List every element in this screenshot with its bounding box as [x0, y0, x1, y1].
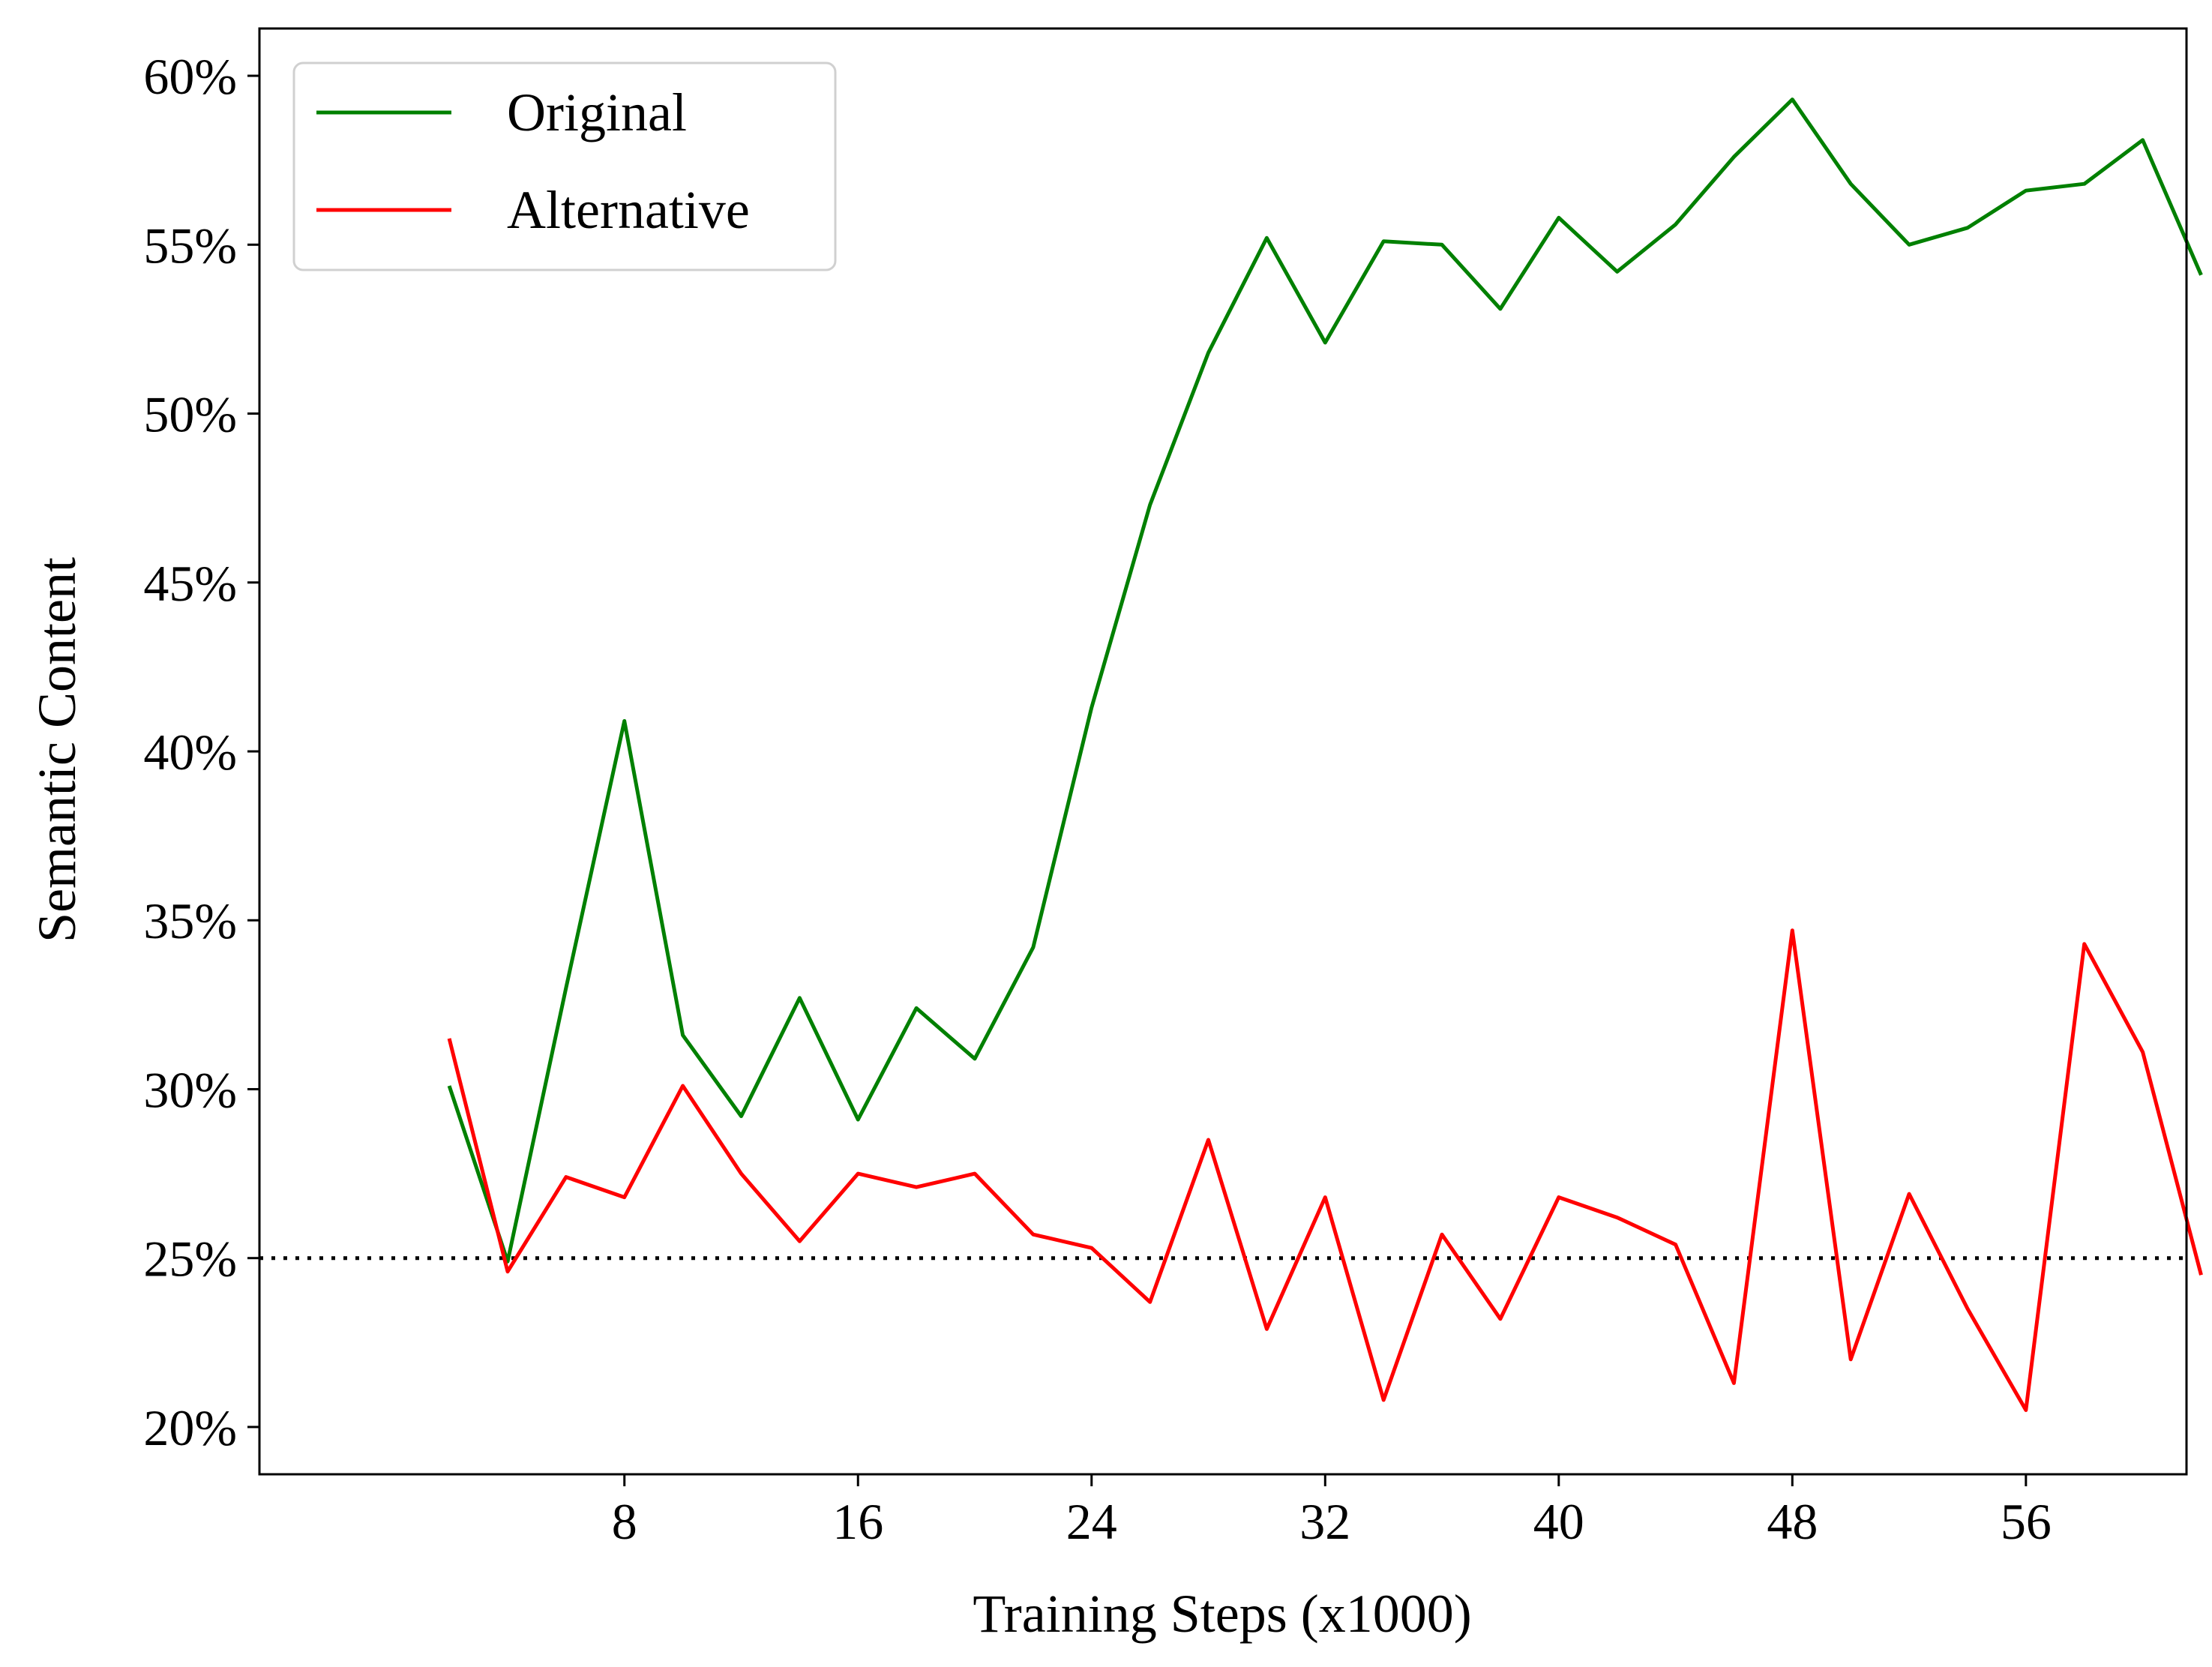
axes: 81624324048566420%25%30%35%40%45%50%55%6…: [143, 27, 2188, 1550]
y-tick-label: 25%: [143, 1231, 237, 1288]
y-tick-label: 30%: [143, 1061, 237, 1118]
y-tick-label: 45%: [143, 555, 237, 612]
x-tick-label: 24: [1066, 1493, 1117, 1550]
x-axis-label: Training Steps (x1000): [973, 1584, 1471, 1644]
x-tick-label: 16: [832, 1493, 883, 1550]
series-line-original: [447, 97, 2203, 1264]
x-tick-label: 56: [2001, 1493, 2052, 1550]
legend-label-alternative: Alternative: [507, 180, 750, 240]
y-tick-label: 50%: [143, 386, 237, 443]
x-tick-label: 48: [1767, 1493, 1818, 1550]
y-tick-label: 40%: [143, 724, 237, 781]
legend-label-original: Original: [507, 82, 687, 142]
y-axis-label: Semantic Content: [27, 557, 87, 943]
x-tick-label: 40: [1533, 1493, 1584, 1550]
series-line-alternative: [447, 928, 2203, 1412]
x-tick-label: 8: [612, 1493, 637, 1550]
x-tick-label: 32: [1299, 1493, 1350, 1550]
legend-box: [292, 61, 837, 271]
y-tick-label: 60%: [143, 48, 237, 105]
series-lines: [259, 97, 2203, 1412]
y-tick-label: 20%: [143, 1399, 237, 1456]
legend: Original Alternative: [292, 61, 837, 271]
y-tick-label: 35%: [143, 892, 237, 949]
y-tick-label: 55%: [143, 217, 237, 274]
